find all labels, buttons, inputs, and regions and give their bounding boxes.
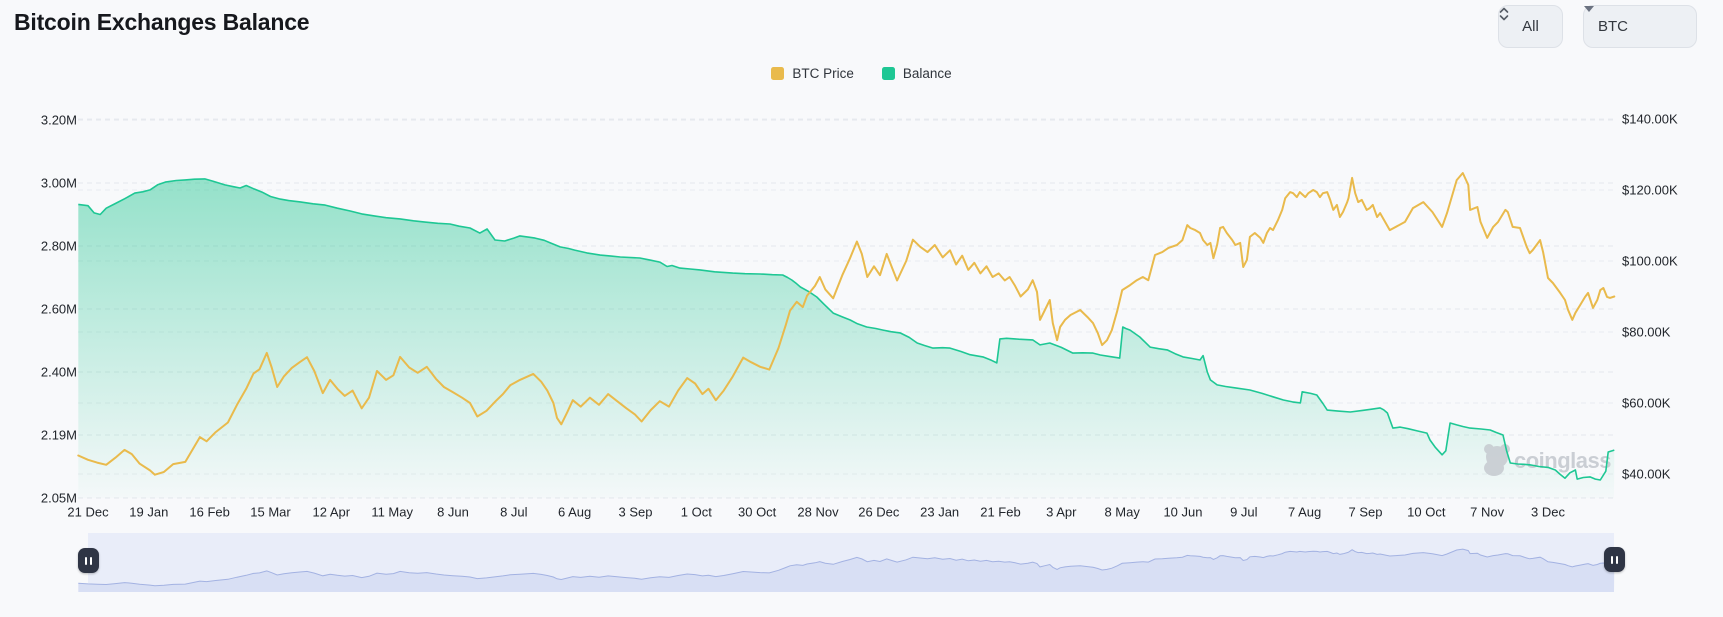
bear-logo-icon [1484,444,1510,476]
left-axis-tick: 2.05M [40,490,77,506]
coin-select[interactable]: BTC [1583,5,1697,48]
balance-swatch-icon [881,67,895,80]
x-axis-tick: 6 Aug [558,504,592,520]
navigator-left-handle-icon[interactable] [77,548,99,573]
coin-select-value: BTC [1598,18,1628,35]
left-axis-tick: 2.60M [40,301,77,317]
legend-label: BTC Price [792,66,854,81]
x-axis-tick: 8 May [1104,504,1140,520]
navigator-right-handle-icon[interactable] [1603,547,1625,572]
x-axis-tick: 21 Dec [67,504,109,520]
right-axis-tick: $60.00K [1622,395,1671,411]
x-axis-tick: 12 Apr [312,504,351,520]
x-axis-tick: 3 Sep [618,504,653,520]
legend-item-balance[interactable]: Balance [881,66,952,81]
x-axis-tick: 10 Jun [1163,504,1203,520]
left-axis-tick: 2.80M [40,238,77,254]
x-axis-tick: 3 Dec [1531,504,1565,520]
svg-text:coinglass: coinglass [1514,448,1611,473]
right-axis-tick: $100.00K [1622,253,1678,269]
left-axis-tick: 2.40M [40,364,77,380]
x-axis-tick: 30 Oct [738,504,777,520]
x-axis-tick: 15 Mar [250,504,291,520]
page-title: Bitcoin Exchanges Balance [14,9,310,35]
x-axis-tick: 19 Jan [129,504,169,520]
sort-chevrons-icon [1499,7,1509,21]
x-axis-tick: 16 Feb [189,504,230,520]
x-axis-tick: 7 Sep [1348,504,1383,520]
right-axis-tick: $140.00K [1622,111,1678,127]
x-axis-tick: 3 Apr [1046,504,1077,520]
x-axis-tick: 7 Nov [1470,504,1505,520]
time-range-value: All [1522,18,1539,35]
x-axis-tick: 10 Oct [1407,504,1446,520]
right-axis-tick: $80.00K [1622,324,1671,340]
left-axis-tick: 3.20M [40,112,77,128]
time-range-select[interactable]: All [1498,5,1563,48]
x-axis-tick: 9 Jul [1230,504,1258,520]
caret-down-icon [1584,6,1594,12]
x-axis-tick: 8 Jul [500,504,528,520]
btc-price-swatch-icon [771,67,785,80]
x-axis-tick: 8 Jun [437,504,469,520]
legend-label: Balance [902,66,952,81]
x-axis-tick: 26 Dec [858,504,900,520]
chart-legend: BTC Price Balance [0,66,1723,81]
x-axis-tick: 21 Feb [980,504,1021,520]
x-axis-tick: 1 Oct [680,504,712,520]
x-axis-tick: 11 May [371,504,413,520]
left-axis-tick: 3.00M [40,175,77,191]
right-axis-tick: $120.00K [1622,182,1678,198]
x-axis-tick: 23 Jan [920,504,960,520]
left-axis-tick: 2.19M [40,427,77,443]
x-axis-tick: 7 Aug [1288,504,1322,520]
legend-item-btc-price[interactable]: BTC Price [771,66,854,81]
right-axis-tick: $40.00K [1622,466,1671,482]
x-axis-tick: 28 Nov [797,504,839,520]
